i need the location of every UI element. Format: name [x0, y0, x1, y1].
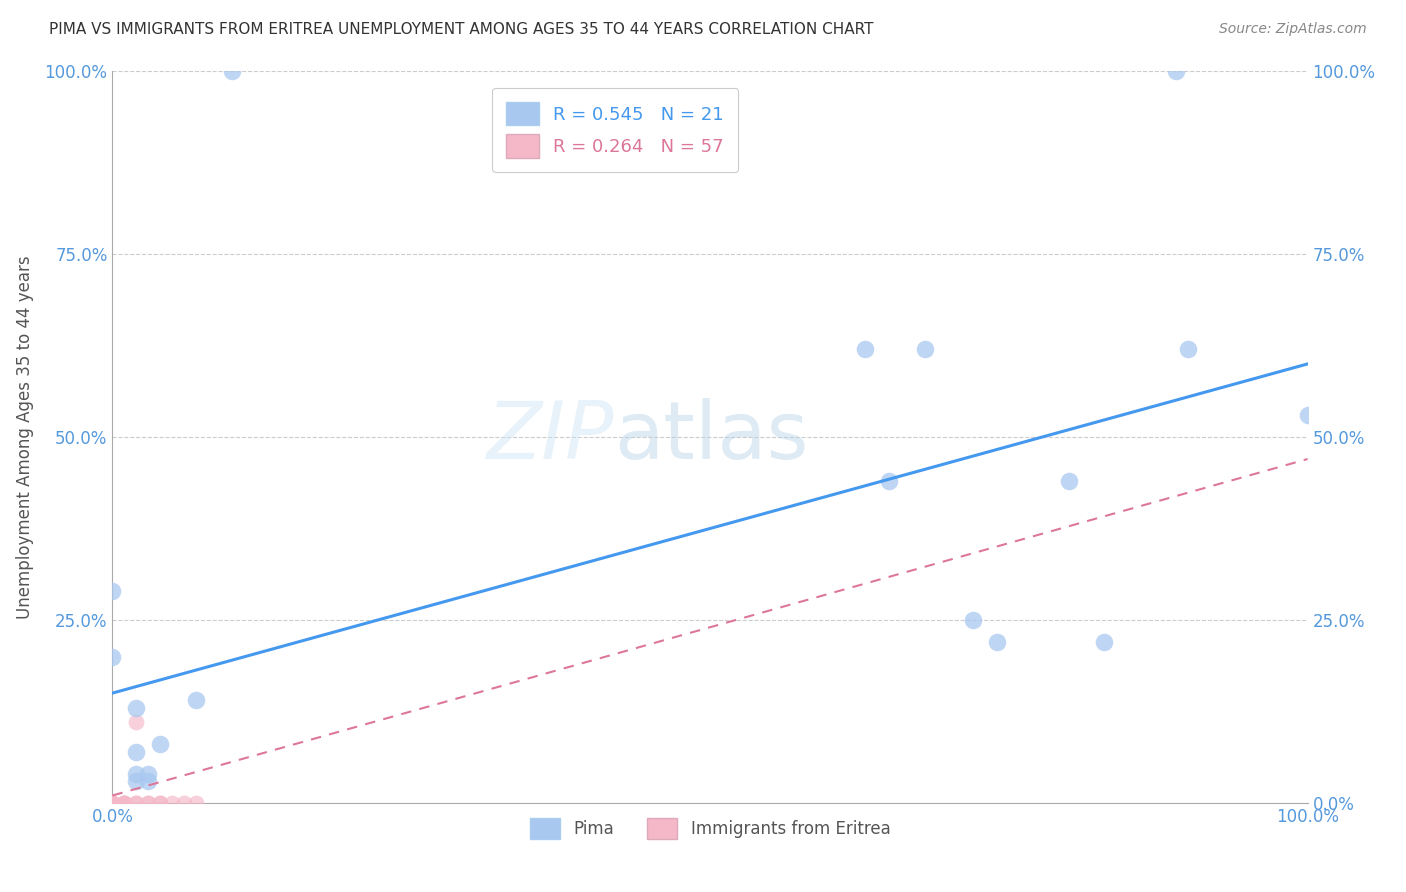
Point: [138, 796, 160, 810]
Point: [101, 796, 124, 810]
Text: PIMA VS IMMIGRANTS FROM ERITREA UNEMPLOYMENT AMONG AGES 35 TO 44 YEARS CORRELATI: PIMA VS IMMIGRANTS FROM ERITREA UNEMPLOY…: [49, 22, 873, 37]
Point: [101, 796, 124, 810]
Point: [986, 635, 1008, 649]
Point: [101, 796, 124, 810]
Point: [149, 796, 172, 810]
Point: [221, 64, 243, 78]
Point: [101, 649, 124, 664]
Point: [101, 796, 124, 810]
Point: [1166, 64, 1188, 78]
Point: [101, 796, 124, 810]
Point: [101, 796, 124, 810]
Point: [101, 796, 124, 810]
Point: [101, 796, 124, 810]
Point: [101, 796, 124, 810]
Point: [1296, 408, 1319, 422]
Point: [101, 796, 124, 810]
Point: [125, 700, 148, 714]
Point: [1177, 343, 1199, 357]
Point: [101, 796, 124, 810]
Point: [101, 796, 124, 810]
Point: [101, 583, 124, 598]
Point: [114, 796, 135, 810]
Point: [101, 796, 124, 810]
Point: [101, 796, 124, 810]
Point: [101, 796, 124, 810]
Point: [101, 796, 124, 810]
Point: [138, 796, 160, 810]
Point: [101, 796, 124, 810]
Point: [101, 796, 124, 810]
Point: [101, 796, 124, 810]
Point: [962, 613, 984, 627]
Point: [101, 796, 124, 810]
Point: [114, 796, 135, 810]
Point: [173, 796, 195, 810]
Point: [101, 796, 124, 810]
Point: [914, 343, 936, 357]
Point: [101, 796, 124, 810]
Point: [125, 796, 148, 810]
Point: [101, 796, 124, 810]
Point: [101, 796, 124, 810]
Point: [1094, 635, 1116, 649]
Point: [101, 796, 124, 810]
Point: [101, 796, 124, 810]
Point: [101, 796, 124, 810]
Point: [101, 796, 124, 810]
Point: [101, 796, 124, 810]
Text: ZIP: ZIP: [486, 398, 614, 476]
Point: [855, 343, 877, 357]
Point: [101, 796, 124, 810]
Point: [101, 796, 124, 810]
Point: [125, 773, 148, 788]
Text: atlas: atlas: [614, 398, 808, 476]
Point: [879, 474, 901, 488]
Point: [125, 745, 148, 759]
Point: [101, 796, 124, 810]
Point: [101, 796, 124, 810]
Point: [1057, 474, 1080, 488]
Point: [149, 737, 172, 751]
Point: [125, 766, 148, 780]
Point: [186, 693, 208, 707]
Point: [101, 796, 124, 810]
Point: [114, 796, 135, 810]
Y-axis label: Unemployment Among Ages 35 to 44 years: Unemployment Among Ages 35 to 44 years: [15, 255, 34, 619]
Point: [138, 766, 160, 780]
Point: [149, 796, 172, 810]
Legend: Pima, Immigrants from Eritrea: Pima, Immigrants from Eritrea: [523, 811, 897, 846]
Text: Source: ZipAtlas.com: Source: ZipAtlas.com: [1219, 22, 1367, 37]
Point: [101, 796, 124, 810]
Point: [138, 773, 160, 788]
Point: [101, 796, 124, 810]
Point: [114, 796, 135, 810]
Point: [101, 796, 124, 810]
Point: [101, 796, 124, 810]
Point: [125, 715, 148, 730]
Point: [101, 796, 124, 810]
Point: [101, 796, 124, 810]
Point: [162, 796, 183, 810]
Point: [101, 796, 124, 810]
Point: [101, 796, 124, 810]
Point: [101, 796, 124, 810]
Point: [186, 796, 208, 810]
Point: [125, 796, 148, 810]
